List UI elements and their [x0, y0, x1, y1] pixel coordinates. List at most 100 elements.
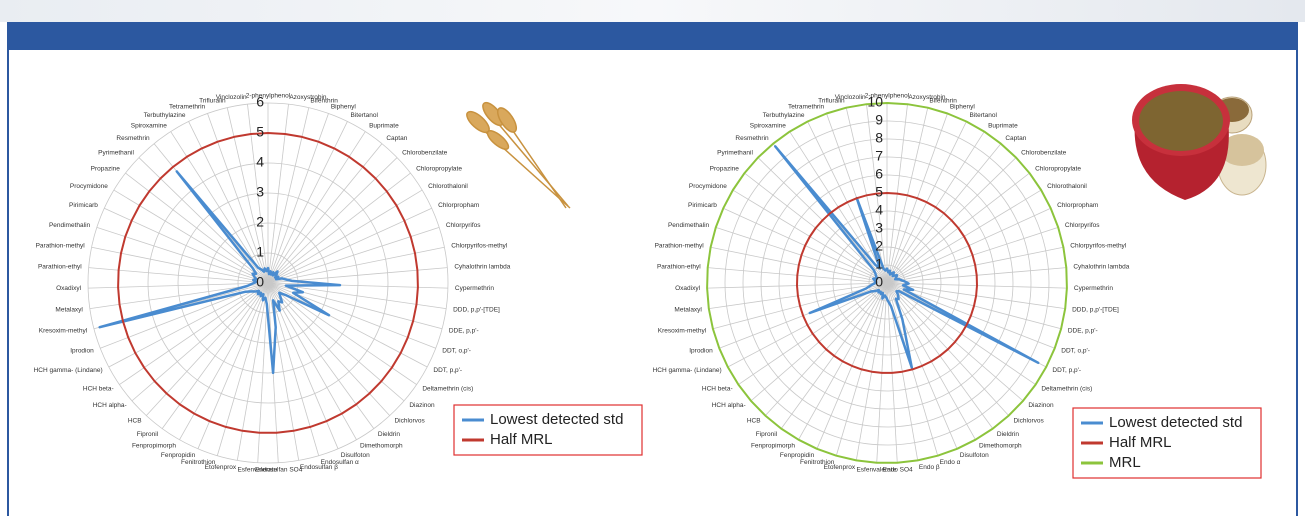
category-label: Tetramethrin [788, 104, 825, 111]
r-tick-label: 1 [875, 256, 883, 272]
category-label: DDT, o,p'- [442, 348, 471, 355]
category-label: Terbuthylazine [144, 112, 186, 119]
r-tick-label: 2 [256, 214, 264, 230]
category-label: HCH gamma- (Lindane) [34, 367, 103, 374]
category-label: Vinclozolin [835, 94, 866, 101]
category-label: Oxadixyl [675, 285, 700, 292]
panel-border [1296, 50, 1298, 516]
category-label: Disulfoton [960, 452, 989, 459]
legend-label: Half MRL [490, 431, 553, 448]
category-label: Oxadixyl [56, 285, 81, 292]
category-label: Pirimicarb [69, 202, 98, 209]
category-label: Fipronil [137, 431, 159, 438]
category-label: Esfenvalerate [237, 466, 277, 473]
r-tick-label: 6 [875, 166, 883, 182]
category-label: DDT, p,p'- [1052, 367, 1081, 374]
category-label: Chlorothalonil [428, 183, 468, 190]
category-label: Endosulfan β [300, 464, 338, 471]
panel-border [7, 50, 9, 516]
category-label: HCH alpha- [93, 402, 127, 409]
category-label: Parathion-methyl [36, 243, 86, 250]
r-tick-label: 1 [256, 244, 264, 260]
category-label: Pyrimethanil [717, 149, 753, 156]
legend-label: Half MRL [1109, 434, 1172, 451]
spoke [119, 283, 268, 385]
legend-label: Lowest detected std [1109, 414, 1242, 431]
category-label: Chlorpyrifos-methyl [451, 243, 508, 250]
category-label: HCB [128, 417, 142, 424]
category-label: Chlorobenzilate [402, 149, 448, 156]
category-label: Disulfoton [341, 452, 370, 459]
category-label: Kresoxim-methyl [39, 327, 88, 334]
category-label: Cyhalothrin lambda [1073, 264, 1129, 271]
spoke [146, 283, 268, 416]
category-label: Chlorpropham [438, 202, 479, 209]
category-label: Procymidone [689, 183, 727, 190]
category-label: Captan [1005, 135, 1026, 142]
r-tick-label: 0 [875, 274, 883, 290]
r-tick-label: 6 [256, 94, 264, 110]
category-label: Dieldrin [997, 431, 1019, 438]
category-label: Vinclozolin [216, 94, 247, 101]
category-label: Chloropropylate [416, 166, 462, 173]
category-label: DDE, p,p'- [1068, 327, 1098, 334]
r-tick-label: 5 [875, 184, 883, 200]
category-label: HCH alpha- [712, 402, 746, 409]
category-label: Terbuthylazine [763, 112, 805, 119]
category-label: Cyhalothrin lambda [454, 264, 510, 271]
category-label: Fenitrothion [181, 459, 216, 466]
category-label: Fenpropimorph [132, 443, 176, 450]
category-label: Bitertanol [970, 112, 998, 119]
category-label: Chlorpyrifos [446, 222, 481, 229]
category-label: Iprodion [70, 348, 94, 355]
category-label: Spiroxamine [131, 122, 168, 129]
category-label: Buprimate [369, 122, 399, 129]
category-label: Iprodion [689, 348, 713, 355]
category-label: DDT, p,p'- [433, 367, 462, 374]
spoke [268, 283, 390, 416]
spoke [268, 227, 439, 283]
category-label: Fenpropidin [780, 452, 815, 459]
category-label: Pyrimethanil [98, 149, 134, 156]
page-canvas: 2-phenylphenolAzoxystrobinBifenthrinBiph… [0, 0, 1305, 516]
category-label: Dieldrin [378, 431, 400, 438]
r-tick-label: 4 [875, 202, 883, 218]
category-label: DDE, p,p'- [449, 327, 479, 334]
r-tick-label: 3 [875, 220, 883, 236]
r-tick-label: 0 [256, 274, 264, 290]
category-label: Fenitrothion [800, 459, 835, 466]
category-label: Spiroxamine [750, 122, 787, 129]
category-label: Parathion-ethyl [657, 264, 701, 271]
category-label: DDT, o,p'- [1061, 348, 1090, 355]
category-label: Chlorpyrifos [1065, 222, 1100, 229]
r-tick-label: 2 [875, 238, 883, 254]
spoke [268, 113, 328, 283]
category-label: Deltamethrin (cis) [422, 385, 473, 392]
category-label: Bitertanol [351, 112, 379, 119]
wheat-image [464, 99, 570, 208]
category-label: Pendimethalin [49, 222, 91, 229]
category-label: Chlorobenzilate [1021, 149, 1067, 156]
category-label: Dimethomorph [360, 443, 403, 450]
r-tick-label: 8 [875, 130, 883, 146]
r-tick-label: 10 [867, 94, 883, 110]
category-label: HCH gamma- (Lindane) [653, 367, 722, 374]
category-label: Dimethomorph [979, 443, 1022, 450]
category-label: Procymidone [70, 183, 108, 190]
header-bar [7, 22, 1298, 50]
legend-label: MRL [1109, 454, 1141, 471]
category-label: HCH beta- [702, 385, 733, 392]
category-label: DDD, p,p'-[TDE] [453, 306, 500, 313]
category-label: Resmethrin [116, 135, 150, 142]
spoke [198, 283, 268, 449]
category-label: Chloropropylate [1035, 166, 1081, 173]
page: {"chart_data": [ {"type": "radar", "cate… [0, 0, 1305, 516]
category-label: Diazinon [409, 402, 435, 409]
category-label: Biphenyl [950, 104, 975, 111]
category-label: HCH beta- [83, 385, 114, 392]
category-label: Fenpropimorph [751, 443, 795, 450]
category-label: Chlorpropham [1057, 202, 1098, 209]
category-label: Chlorpyrifos-methyl [1070, 243, 1127, 250]
category-label: Fipronil [756, 431, 778, 438]
legend-label: Lowest detected std [490, 411, 623, 428]
